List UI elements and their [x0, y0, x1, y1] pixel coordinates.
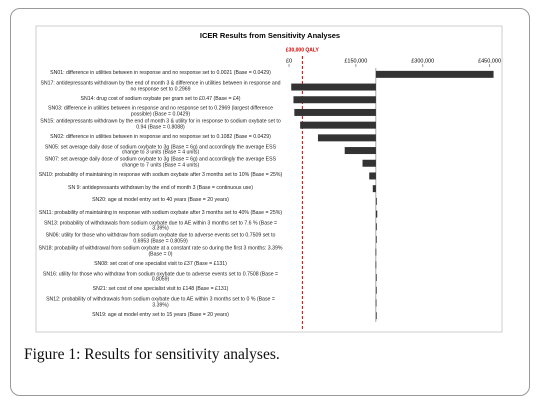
bar — [375, 70, 494, 78]
bar — [375, 223, 377, 231]
row-label: SN05: set average daily dose of sodium o… — [44, 143, 277, 156]
row-label: SN18: probability of withdrawal from sod… — [38, 245, 283, 258]
bar — [375, 248, 377, 256]
bar — [375, 312, 377, 320]
x-tick-label: £300,000 — [411, 58, 434, 64]
bar — [375, 274, 377, 282]
row-label: SN12: probability of withdrawals from so… — [46, 296, 275, 308]
bar — [375, 299, 377, 307]
row-label: SN13: probability of withdrawals from so… — [43, 220, 278, 232]
x-tick-label: £150,000 — [344, 58, 367, 64]
row-label: SN02: difference in utilities between in… — [50, 134, 271, 141]
row-label: SN21: set cost of one specialist visit t… — [92, 286, 229, 293]
x-tick-label: £0 — [286, 58, 292, 64]
chart-title: ICER Results from Sensitivity Analyses — [200, 31, 340, 40]
bar — [291, 83, 376, 91]
threshold-label: £30,000 QALY — [286, 47, 320, 53]
bar — [294, 108, 376, 116]
row-label: SN06: utility for those who withdraw fro… — [45, 232, 276, 245]
row-label: SN20: age at model entry set to 40 years… — [92, 197, 229, 204]
row-label: SN17: antidepressants withdrawn by the e… — [40, 80, 281, 93]
row-label: SN01: difference in utilities between in… — [50, 70, 271, 77]
x-tick-label: £450,000 — [478, 58, 501, 64]
row-label: SN 9: antidepressants withdrawn by the e… — [68, 184, 253, 191]
row-label: SN14: drug cost of sodium oxybate per gr… — [80, 95, 241, 102]
row-label: SN10: probability of maintaining in resp… — [38, 172, 283, 179]
figure-frame — [10, 8, 530, 396]
bar — [375, 197, 377, 205]
bar — [369, 172, 376, 180]
bar — [300, 121, 376, 129]
row-label: SN08: set cost of one specialist visit t… — [94, 261, 227, 268]
bar — [375, 235, 377, 243]
row-label: SN15: antidepressants withdrawn by the e… — [40, 118, 281, 131]
bar — [362, 159, 376, 167]
row-label: SN19: age at model entry set to 15 years… — [92, 311, 229, 318]
bar — [293, 96, 376, 104]
bar — [344, 147, 376, 155]
bar — [375, 261, 377, 269]
row-label: SN11: probability of maintaining in resp… — [38, 210, 283, 217]
bar — [317, 134, 376, 142]
bar — [375, 210, 378, 218]
caption: Figure 1: Results for sensitivity analys… — [24, 346, 280, 363]
row-label: SN16: utility for those who withdraw fro… — [42, 270, 279, 283]
bar — [375, 286, 377, 294]
row-label: SN03: difference in utilities between in… — [47, 105, 274, 118]
row-label: SN07: set average daily dose of sodium o… — [44, 156, 277, 169]
bar — [372, 185, 376, 193]
